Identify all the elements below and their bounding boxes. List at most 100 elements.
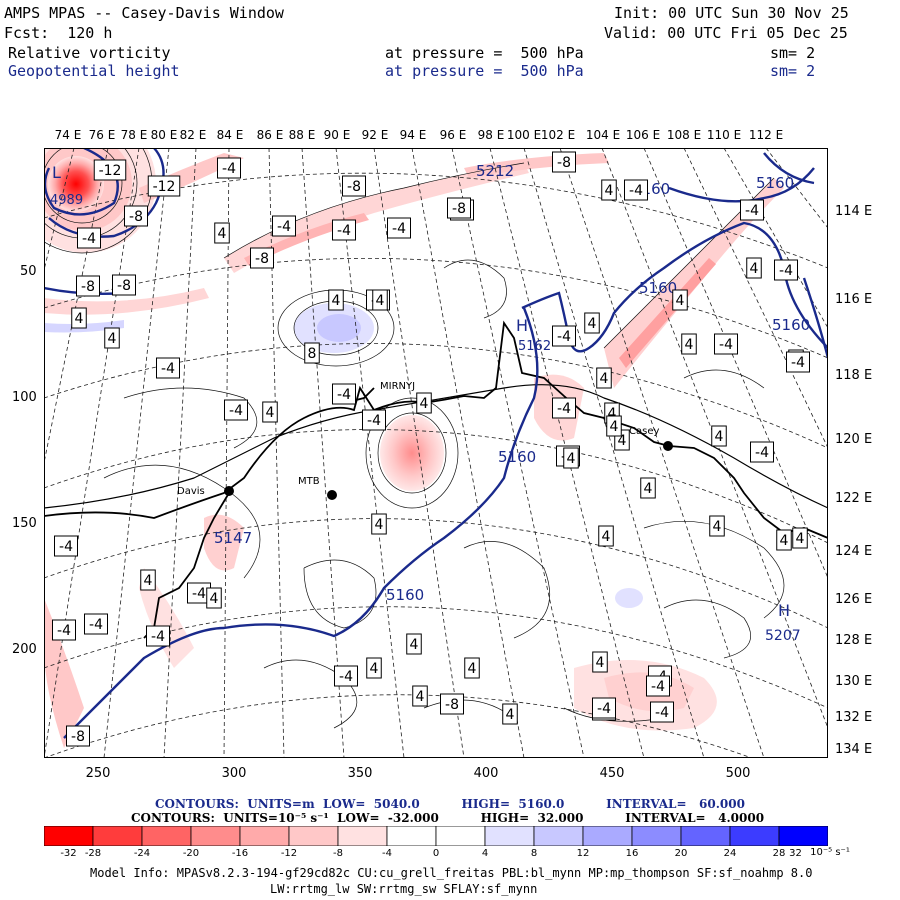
lon-label: 74 E [54, 128, 82, 142]
colorbar-tick-label: -12 [280, 848, 298, 859]
colorbar-tick-label: -20 [182, 848, 200, 859]
svg-text:-8: -8 [71, 729, 85, 745]
svg-text:4: 4 [420, 396, 429, 412]
svg-text:4: 4 [266, 405, 275, 421]
forecast-hour: Fcst: 120 h [4, 24, 113, 42]
y-axis-label: 200 [12, 642, 37, 657]
x-axis-label: 350 [347, 766, 373, 781]
y-axis-label: 150 [12, 516, 37, 531]
vorticity-value-label: 4 [792, 527, 808, 549]
colorbar-swatch [337, 826, 388, 846]
svg-text:-4: -4 [779, 263, 793, 279]
vorticity-value-label: -4 [332, 219, 356, 241]
vorticity-contour-info: CONTOURS: UNITS=10⁻⁵ s⁻¹ LOW= -32.000 HI… [131, 811, 765, 825]
lon-label: 100 E [506, 128, 542, 142]
vorticity-value-label: -8 [447, 197, 471, 219]
vorticity-value-label: -8 [124, 205, 148, 227]
svg-text:4: 4 [676, 293, 685, 309]
vorticity-value-label: -8 [342, 175, 366, 197]
vorticity-value-label: 4 [746, 257, 762, 279]
svg-text:4: 4 [410, 637, 419, 653]
vorticity-value-label: 4 [709, 515, 725, 537]
height-label: 5160 [498, 448, 536, 466]
vorticity-value-label: 4 [592, 651, 608, 673]
svg-text:-8: -8 [347, 179, 361, 195]
plot-title: AMPS MPAS -- Casey-Davis Window [4, 4, 284, 22]
vorticity-value-label: -4 [786, 351, 810, 373]
lon-label: 116 E [835, 292, 873, 307]
colorbar-tick-label: -8 [333, 848, 343, 859]
x-axis-label: 450 [599, 766, 625, 781]
vorticity-value-label: -4 [624, 179, 648, 201]
vorticity-value-label: -4 [187, 582, 211, 604]
field1-level: at pressure = 500 hPa [385, 44, 584, 62]
lon-label: 96 E [439, 128, 467, 142]
svg-text:-4: -4 [719, 337, 733, 353]
lon-label: 134 E [835, 742, 873, 757]
vorticity-value-label: 4 [502, 703, 518, 725]
x-axis-label: 500 [725, 766, 751, 781]
colorbar-swatch [631, 826, 682, 846]
colorbar-swatch [533, 826, 584, 846]
field2-level: at pressure = 500 hPa [385, 62, 584, 80]
init-time: Init: 00 UTC Sun 30 Nov 25 [614, 4, 849, 22]
svg-text:-8: -8 [255, 251, 269, 267]
svg-text:-4: -4 [89, 617, 103, 633]
vorticity-value-label: -12 [93, 159, 127, 181]
vorticity-value-label: 4 [596, 367, 612, 389]
vorticity-value-label: -4 [592, 697, 616, 719]
vorticity-value-label: -4 [272, 215, 296, 237]
colorbar-swatch [729, 826, 780, 846]
vorticity-value-label: -4 [740, 199, 764, 221]
vorticity-value-label: -4 [52, 619, 76, 641]
vorticity-value-label: 4 [606, 415, 622, 437]
vorticity-value-label: -4 [387, 217, 411, 239]
svg-text:4: 4 [713, 519, 722, 535]
svg-text:4: 4 [780, 533, 789, 549]
vorticity-value-label: -4 [552, 397, 576, 419]
field1-smoothing: sm= 2 [770, 44, 816, 62]
svg-text:-4: -4 [82, 231, 96, 247]
svg-text:-4: -4 [337, 223, 351, 239]
svg-text:-4: -4 [651, 679, 665, 695]
vorticity-shading [44, 148, 784, 748]
colorbar-swatch [239, 826, 290, 846]
model-info-line2: LW:rrtmg_lw SW:rrtmg_sw SFLAY:sf_mynn [270, 882, 538, 896]
low-center-letter: L [52, 163, 61, 182]
lon-label: 88 E [288, 128, 316, 142]
vorticity-value-label: -4 [714, 333, 738, 355]
vorticity-value-label: -8 [440, 693, 464, 715]
station-dot [663, 441, 673, 451]
svg-text:-4: -4 [222, 161, 236, 177]
lon-label: 104 E [585, 128, 621, 142]
svg-text:-4: -4 [557, 329, 571, 345]
vorticity-value-label: -4 [774, 259, 798, 281]
colorbar-tick-label: 28 [772, 848, 786, 859]
station-dot [327, 490, 337, 500]
svg-text:4: 4 [218, 226, 227, 242]
svg-text:-4: -4 [791, 355, 805, 371]
terrain-contour [44, 384, 828, 509]
svg-text:-4: -4 [755, 445, 769, 461]
svg-text:-8: -8 [117, 278, 131, 294]
svg-text:-4: -4 [57, 623, 71, 639]
colorbar-tick-label: 16 [625, 848, 639, 859]
colorbar-tick-label: 20 [674, 848, 688, 859]
vorticity-value-label: -4 [362, 409, 386, 431]
svg-text:-8: -8 [129, 209, 143, 225]
lon-label: 120 E [835, 432, 873, 447]
vorticity-value-label: -4 [54, 535, 78, 557]
lon-label: 122 E [835, 491, 873, 506]
svg-text:4: 4 [588, 316, 597, 332]
lon-label: 80 E [150, 128, 178, 142]
vorticity-value-label: 4 [104, 327, 120, 349]
vorticity-value-label: -8 [112, 274, 136, 296]
svg-text:-4: -4 [655, 705, 669, 721]
vorticity-value-label: -4 [84, 613, 108, 635]
height-label: 5160 [386, 586, 424, 604]
svg-text:4: 4 [618, 433, 627, 449]
svg-text:-4: -4 [192, 586, 206, 602]
svg-text:4: 4 [416, 689, 425, 705]
colorbar-swatch [288, 826, 339, 846]
vorticity-labels: -12-12-8-8-4-4-4-4-4-4-84484-4-4-84-8-44… [52, 151, 810, 747]
